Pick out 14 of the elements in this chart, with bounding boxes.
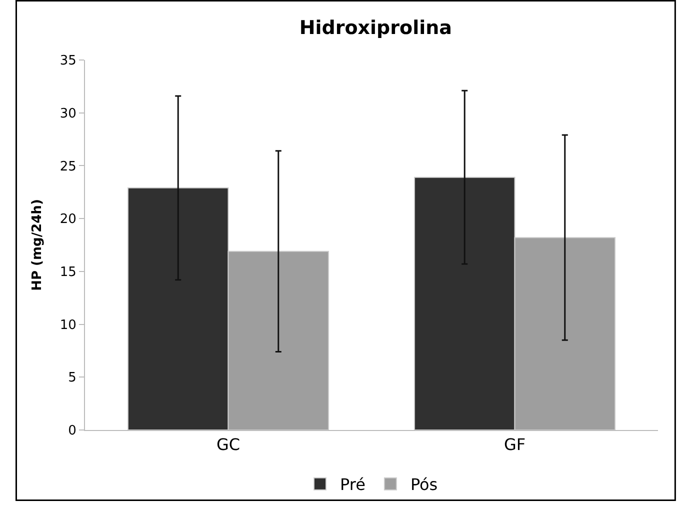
y-axis-title: HP (mg/24h)	[30, 199, 45, 291]
y-tick-label: 5	[68, 370, 76, 386]
chart-title: Hidroxiprolina	[299, 16, 452, 39]
y-tick-label: 20	[60, 212, 76, 228]
y-tick-label: 0	[68, 424, 76, 439]
y-tick-label: 30	[60, 106, 76, 122]
y-tick-label: 10	[60, 318, 76, 333]
x-tick-label: GC	[216, 435, 240, 454]
y-tick-label: 25	[60, 159, 76, 174]
legend-label: Pré	[340, 475, 366, 494]
y-tick-label: 35	[60, 54, 76, 69]
legend-label: Pós	[410, 475, 438, 494]
x-tick-label: GF	[504, 435, 526, 454]
y-tick-label: 15	[60, 264, 76, 280]
